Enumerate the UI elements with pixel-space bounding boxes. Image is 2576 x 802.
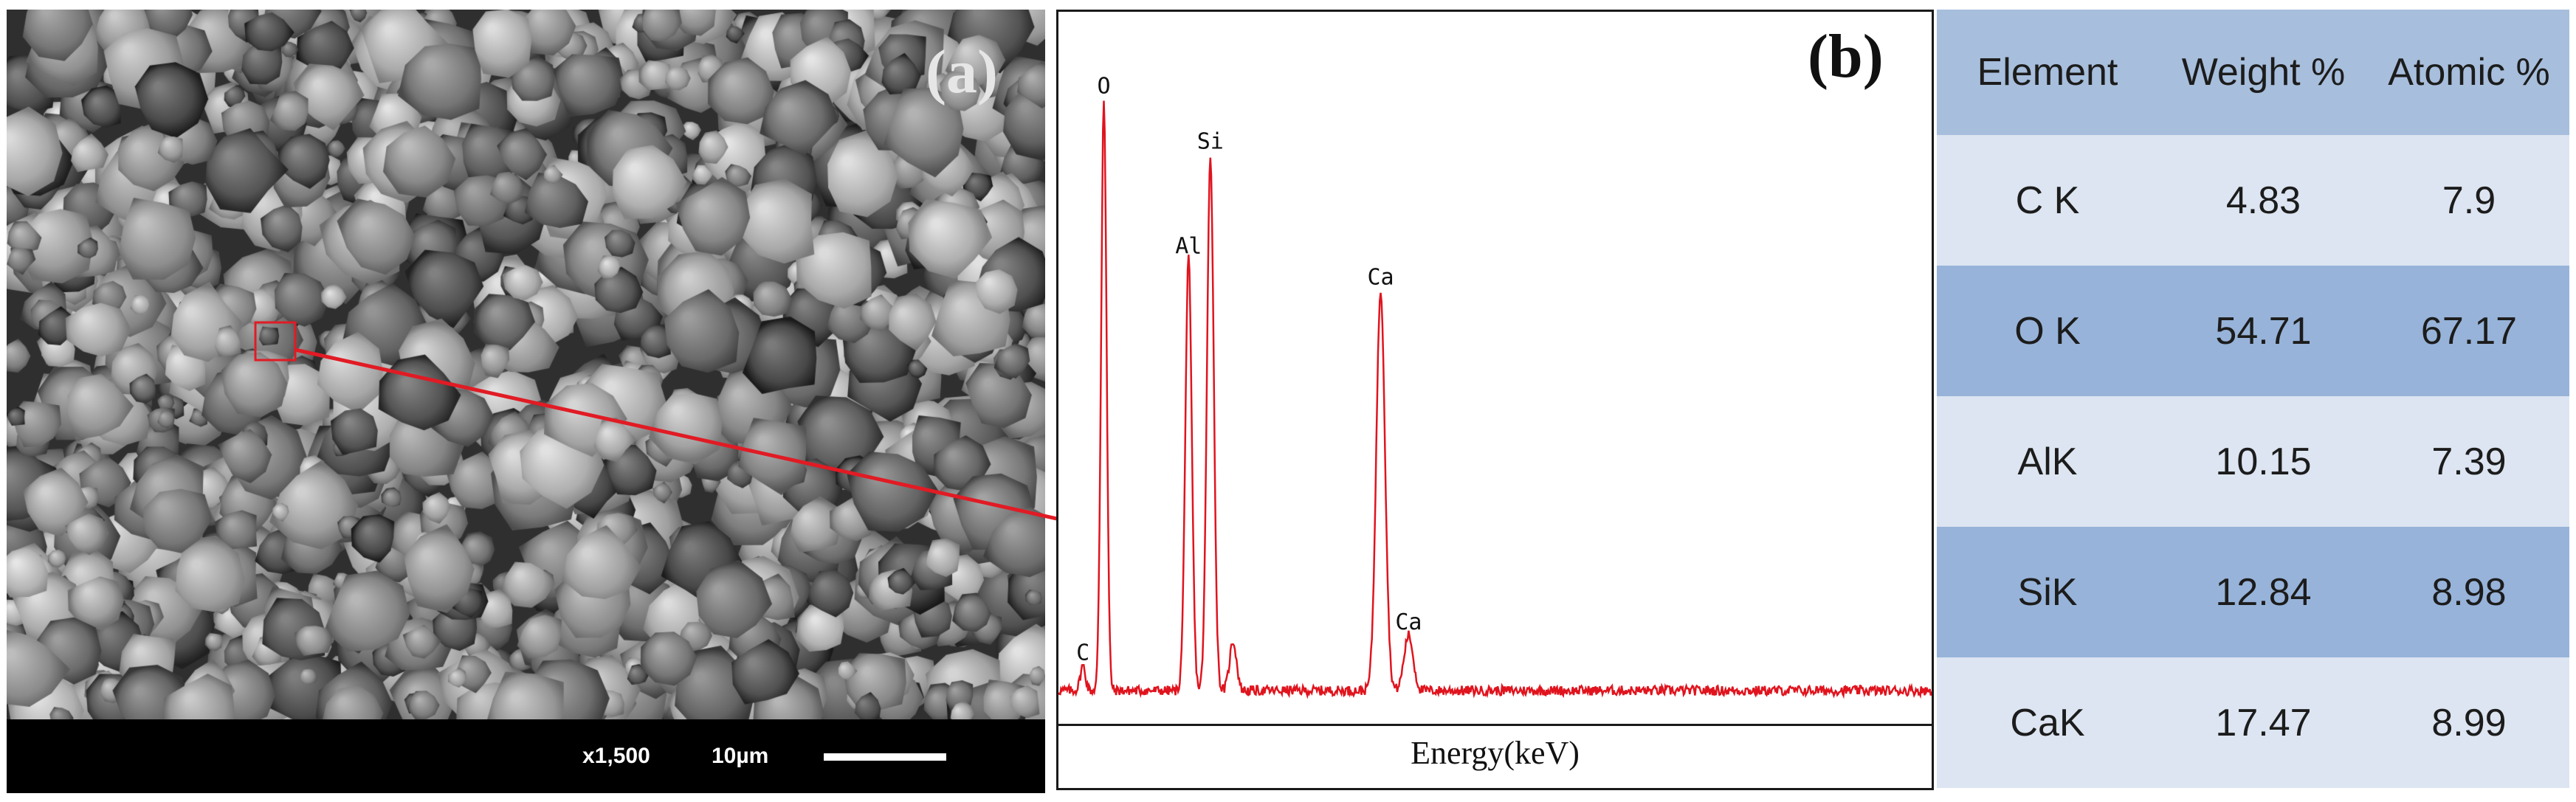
eds-composition-table: Element Weight % Atomic % C K 4.83 7.9 O K 54.7…	[1937, 10, 2569, 793]
table-row: AlK 10.15 7.39	[1937, 396, 2569, 527]
table-cell: 67.17	[2420, 309, 2518, 353]
eds-spectrum-panel: C O Al Si Ca Ca (b) Energy(keV)	[1056, 10, 1934, 790]
table-header-cell: Element	[1977, 51, 2118, 94]
table-cell: AlK	[2017, 440, 2078, 483]
table-cell: SiK	[2017, 570, 2078, 614]
sem-magnification: x1,500	[582, 744, 650, 768]
table-cell: 12.84	[2215, 570, 2312, 614]
table-cell: 7.39	[2431, 440, 2507, 483]
table-header-cell: Weight %	[2181, 51, 2346, 94]
table-cell: 54.71	[2215, 309, 2312, 353]
table-row: C K 4.83 7.9	[1937, 135, 2569, 266]
spectrum-line	[1058, 100, 1932, 699]
table-cell: 8.99	[2431, 701, 2507, 744]
table-cell: 8.98	[2431, 570, 2507, 614]
eds-spectrum-chart: C O Al Si Ca Ca	[1058, 73, 1932, 699]
table-cell: C K	[2015, 179, 2080, 222]
sem-image-panel: (a) x1,500 10µm	[7, 10, 1045, 793]
sem-scale-bar	[824, 753, 946, 761]
peak-label-al: Al	[1175, 234, 1202, 260]
table-header-row: Element Weight % Atomic %	[1937, 10, 2569, 135]
peak-label-ca: Ca	[1367, 264, 1394, 290]
sem-micrograph	[7, 10, 1045, 719]
table-cell: O K	[2014, 309, 2081, 353]
table-header-cell: Atomic %	[2388, 51, 2550, 94]
table-cell: 4.83	[2225, 179, 2301, 222]
table-cell: 7.9	[2442, 179, 2496, 222]
table-row: SiK 12.84 8.98	[1937, 527, 2569, 657]
table-row: CaK 17.47 8.99	[1937, 657, 2569, 788]
panel-label-b: (b)	[1808, 22, 1884, 91]
peak-label-ca: Ca	[1395, 609, 1422, 635]
table-cell: 10.15	[2215, 440, 2312, 483]
table-row: O K 54.71 67.17	[1937, 266, 2569, 396]
sem-info-bar: x1,500 10µm	[7, 719, 1045, 793]
sem-scale-text: 10µm	[712, 744, 769, 768]
table-cell: 17.47	[2215, 701, 2312, 744]
peak-label-o: O	[1097, 73, 1110, 99]
x-axis-label: Energy(keV)	[1411, 735, 1580, 771]
peak-label-c: C	[1076, 640, 1089, 666]
peak-label-si: Si	[1197, 129, 1224, 155]
x-axis-line	[1058, 724, 1932, 726]
panel-label-a: (a)	[926, 38, 998, 106]
table-cell: CaK	[2010, 701, 2085, 744]
